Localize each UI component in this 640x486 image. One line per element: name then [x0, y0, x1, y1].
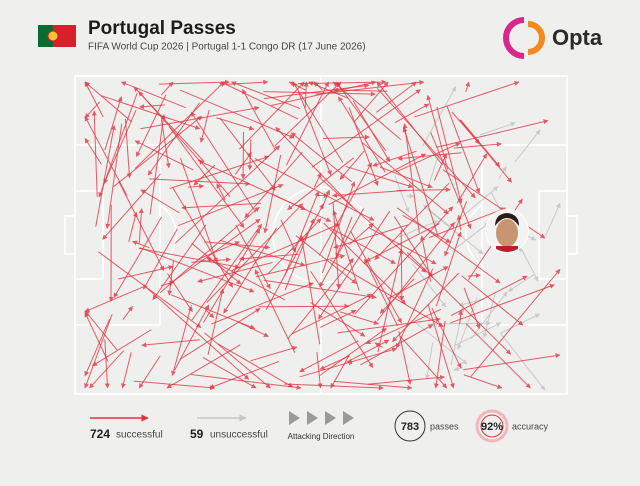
accuracy-label: accuracy: [512, 421, 549, 431]
flag: [38, 25, 76, 47]
brand: Opta: [552, 25, 603, 50]
unsuccessful-label: unsuccessful: [210, 430, 268, 441]
pass-arrow: [407, 196, 414, 197]
passes-count: 783: [401, 421, 419, 433]
subtitle: FIFA World Cup 2026 | Portugal 1-1 Congo…: [88, 42, 366, 53]
successful-count: 724: [90, 427, 110, 441]
direction-label: Attacking Direction: [288, 432, 355, 441]
passes-label: passes: [430, 421, 459, 431]
unsuccessful-count: 59: [190, 427, 204, 441]
pass-arrow: [259, 306, 349, 307]
title: Portugal Passes: [88, 18, 236, 39]
successful-label: successful: [116, 430, 163, 441]
accuracy-value: 92%: [481, 421, 503, 433]
